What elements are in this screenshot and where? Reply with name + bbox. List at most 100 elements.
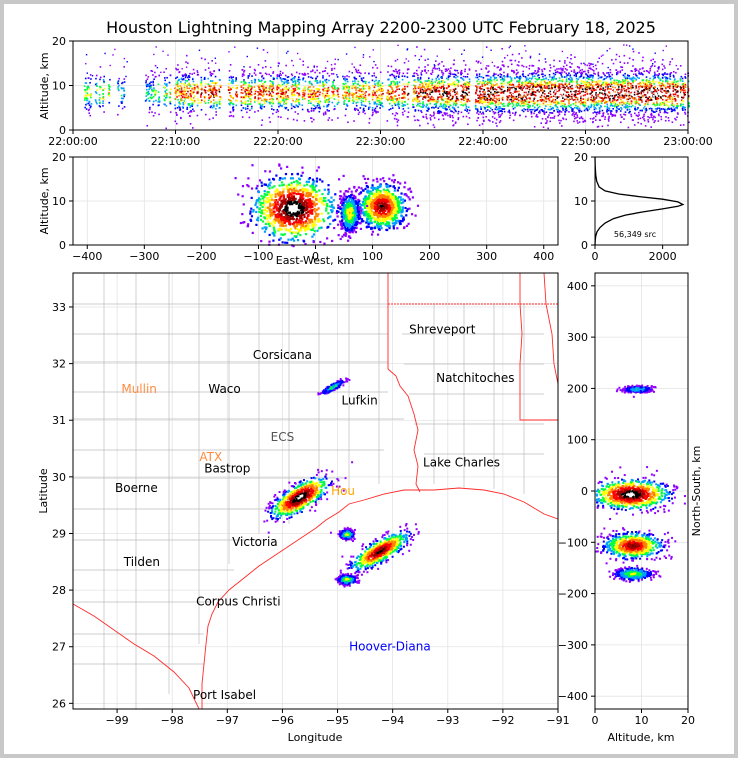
source-mark xyxy=(210,105,212,108)
source-mark xyxy=(442,98,445,101)
source-mark xyxy=(653,115,655,118)
source-mark xyxy=(347,90,349,93)
source-mark xyxy=(591,101,593,104)
source-mark xyxy=(605,77,607,80)
source-mark xyxy=(506,98,508,100)
source-mark xyxy=(395,70,398,73)
source-mark xyxy=(641,95,644,98)
source-mark xyxy=(571,93,573,96)
source-mark xyxy=(417,92,420,94)
source-mark xyxy=(435,79,438,82)
source-mark xyxy=(575,75,578,78)
source-mark xyxy=(639,96,642,99)
source-mark xyxy=(200,82,203,84)
source-mark xyxy=(532,75,534,78)
source-mark xyxy=(641,116,644,119)
source-mark xyxy=(182,103,185,106)
source-mark xyxy=(87,93,89,96)
source-mark xyxy=(188,102,191,105)
source-mark xyxy=(543,78,545,80)
source-mark xyxy=(502,86,505,88)
source-mark xyxy=(534,109,537,112)
source-mark xyxy=(181,74,184,77)
source-mark xyxy=(250,107,253,110)
source-mark xyxy=(296,88,299,90)
source-mark xyxy=(467,86,470,88)
source-mark xyxy=(297,94,300,97)
source-mark xyxy=(420,73,423,76)
source-mark xyxy=(522,73,524,75)
source-mark xyxy=(243,71,245,73)
source-mark xyxy=(580,102,582,105)
source-mark xyxy=(324,101,327,104)
source-mark xyxy=(103,81,105,84)
source-mark xyxy=(532,90,535,93)
source-mark xyxy=(508,94,511,97)
source-mark xyxy=(598,100,601,102)
source-mark xyxy=(297,78,299,81)
source-mark xyxy=(489,76,492,78)
source-mark xyxy=(257,85,259,88)
source-mark xyxy=(628,89,630,91)
source-mark xyxy=(608,92,611,95)
source-mark xyxy=(611,73,614,76)
source-mark xyxy=(307,86,310,89)
source-mark xyxy=(501,110,504,113)
source-mark xyxy=(215,114,218,116)
source-mark xyxy=(645,107,647,110)
source-mark xyxy=(361,85,364,88)
source-mark xyxy=(513,77,516,79)
source-mark xyxy=(177,64,179,66)
source-mark xyxy=(165,89,168,91)
source-mark xyxy=(536,71,539,74)
source-mark xyxy=(449,98,452,101)
source-mark xyxy=(420,72,422,74)
source-mark xyxy=(183,92,186,94)
source-mark xyxy=(313,91,315,94)
source-mark xyxy=(567,104,570,107)
source-mark xyxy=(597,88,600,91)
source-mark xyxy=(614,91,617,93)
source-mark xyxy=(425,96,428,98)
source-mark xyxy=(608,75,611,78)
source-mark xyxy=(455,104,457,107)
source-mark xyxy=(455,99,458,102)
source-mark xyxy=(492,111,495,113)
source-mark xyxy=(591,87,594,90)
source-mark xyxy=(584,86,587,89)
source-mark xyxy=(454,73,457,76)
source-mark xyxy=(639,85,642,88)
source-mark xyxy=(581,88,584,91)
source-mark xyxy=(500,79,502,81)
source-mark xyxy=(606,94,609,97)
source-mark xyxy=(372,89,375,92)
source-mark xyxy=(634,67,637,70)
source-mark xyxy=(566,96,569,98)
source-mark xyxy=(493,95,496,98)
source-mark xyxy=(292,80,295,83)
source-mark xyxy=(643,105,646,107)
source-mark xyxy=(261,91,264,94)
source-mark xyxy=(152,74,154,76)
source-mark xyxy=(565,72,568,75)
source-mark xyxy=(448,85,450,88)
source-mark xyxy=(528,104,531,106)
source-mark xyxy=(454,69,457,72)
source-mark xyxy=(213,85,216,87)
source-mark xyxy=(522,87,524,90)
source-mark xyxy=(650,59,652,62)
source-mark xyxy=(569,86,572,88)
source-mark xyxy=(394,114,397,117)
source-mark xyxy=(166,93,168,95)
source-mark xyxy=(180,97,182,100)
source-mark xyxy=(639,98,642,101)
source-mark xyxy=(484,91,487,93)
source-mark xyxy=(621,88,623,90)
source-mark xyxy=(145,80,147,82)
source-mark xyxy=(84,97,86,100)
source-mark xyxy=(503,65,505,68)
source-mark xyxy=(660,84,663,87)
source-mark xyxy=(487,91,490,94)
source-mark xyxy=(549,64,551,66)
source-mark xyxy=(454,91,456,94)
